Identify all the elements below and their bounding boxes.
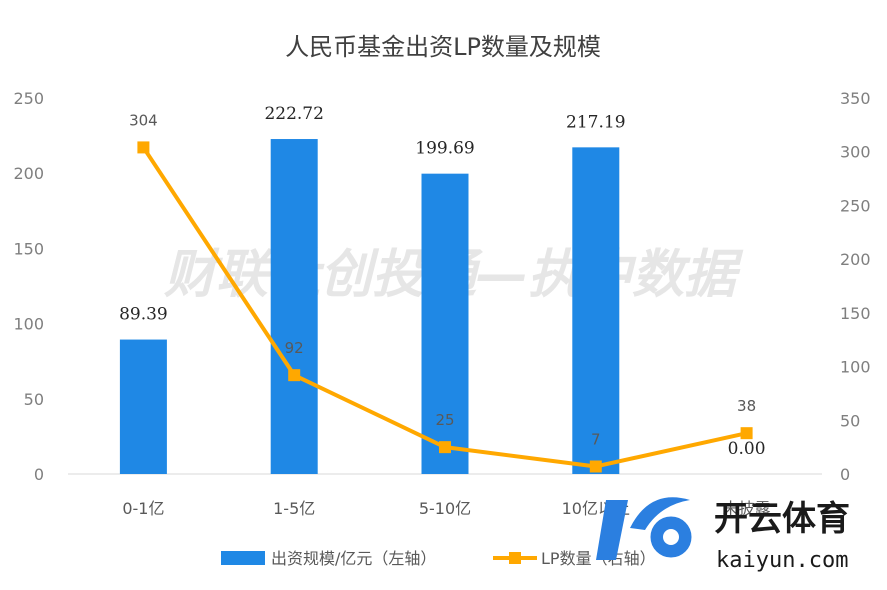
bar: [421, 173, 469, 474]
brand-cn: 开云体育: [714, 499, 850, 539]
line-value-label: 304: [129, 111, 158, 129]
line-value-label: 7: [591, 430, 601, 448]
left-axis-ticks: 0 50 100 150 200 250: [13, 89, 44, 484]
line-point: [137, 141, 150, 154]
brand-logo: 开云体育 kaiyun.com: [596, 497, 850, 573]
category-label: 1-5亿: [273, 499, 315, 518]
legend: 出资规模/亿元（左轴） LP数量（右轴）: [221, 549, 656, 568]
category-label: 未披露: [723, 499, 771, 518]
right-tick-label: 50: [840, 411, 860, 430]
left-tick-label: 0: [34, 465, 44, 484]
right-tick-label: 250: [840, 196, 871, 215]
line-point: [288, 369, 301, 382]
category-label: 0-1亿: [122, 499, 164, 518]
bar: [119, 339, 167, 474]
left-tick-label: 50: [24, 390, 44, 409]
bar-value-label: 199.69: [415, 139, 474, 159]
bar-value-label: 0.00: [728, 439, 766, 459]
right-tick-label: 300: [840, 143, 871, 162]
bar-value-label: 222.72: [264, 104, 323, 124]
legend-bar-swatch: [221, 551, 265, 565]
right-axis-ticks: 0 50 100 150 200 250 300 350: [840, 89, 871, 484]
line-value-label: 92: [285, 339, 304, 357]
brand-en: kaiyun.com: [716, 548, 848, 573]
bar-labels: 89.39 222.72 199.69 217.19 0.00: [119, 104, 765, 459]
bar-series: [119, 139, 620, 474]
line-series: [137, 141, 753, 473]
bar-value-label: 217.19: [566, 112, 625, 132]
right-tick-label: 0: [840, 465, 850, 484]
bar: [270, 139, 318, 474]
legend-bar-label: 出资规模/亿元（左轴）: [271, 549, 436, 568]
legend-line-marker: [509, 552, 521, 564]
line-value-label: 25: [435, 411, 454, 429]
left-tick-label: 100: [13, 315, 44, 334]
bar-value-label: 89.39: [119, 305, 168, 325]
left-tick-label: 150: [13, 239, 44, 258]
line-point: [439, 441, 451, 454]
line-point: [589, 460, 602, 473]
right-tick-label: 100: [840, 358, 871, 377]
right-tick-label: 150: [840, 304, 871, 323]
line-point: [740, 427, 753, 440]
left-tick-label: 250: [13, 89, 44, 108]
category-label: 5-10亿: [419, 499, 471, 518]
brand-k-icon: [596, 497, 690, 560]
line-labels: 304 92 25 7 38: [129, 111, 756, 448]
bar: [572, 147, 620, 474]
right-tick-label: 350: [840, 89, 871, 108]
right-tick-label: 200: [840, 250, 871, 269]
chart-title: 人民币基金出资LP数量及规模: [285, 33, 601, 61]
line-value-label: 38: [737, 397, 756, 415]
left-tick-label: 200: [13, 164, 44, 183]
